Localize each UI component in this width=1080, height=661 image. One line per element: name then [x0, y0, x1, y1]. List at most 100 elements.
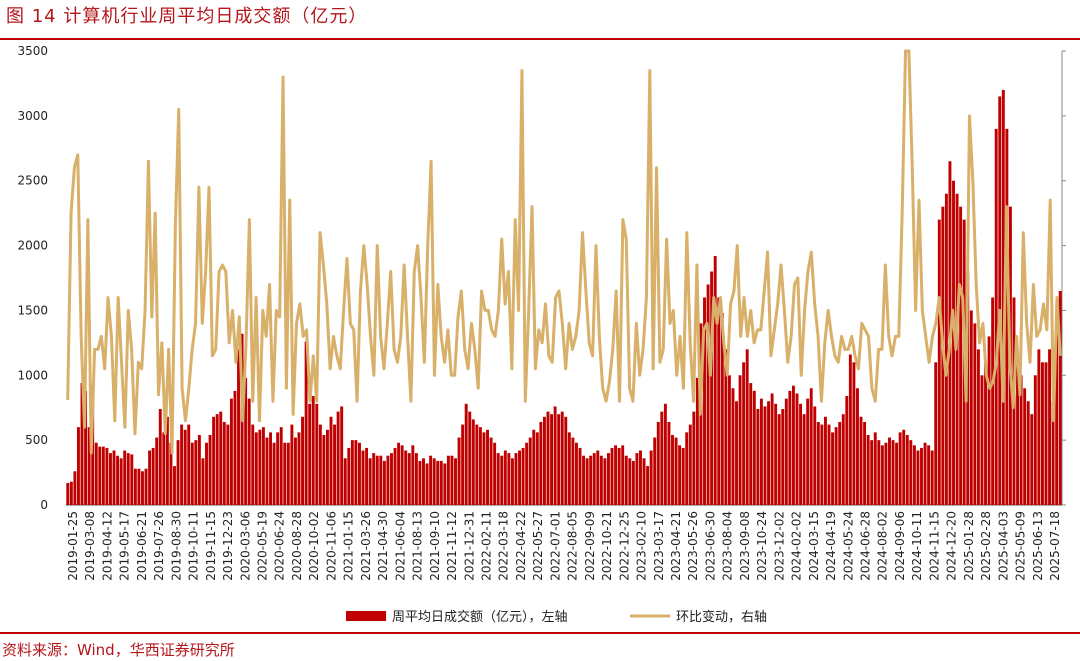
x-tick-label: 2023-02-10 — [635, 511, 649, 581]
bar — [574, 442, 578, 505]
bar — [806, 398, 810, 505]
bar — [884, 442, 888, 505]
bar — [66, 482, 70, 505]
bar — [215, 414, 219, 505]
bar — [1026, 401, 1030, 505]
bar — [717, 297, 721, 505]
bar — [222, 421, 226, 505]
bar — [863, 421, 867, 505]
bar — [101, 446, 105, 505]
bar — [809, 388, 813, 505]
bar — [788, 390, 792, 505]
y-tick-label: 500 — [25, 433, 48, 447]
x-tick-label: 2019-01-25 — [66, 511, 80, 581]
x-tick-label: 2022-09-09 — [583, 511, 597, 581]
bar — [820, 424, 824, 505]
bar — [927, 445, 931, 505]
bar — [269, 432, 272, 505]
bar — [350, 440, 354, 505]
bar — [727, 375, 731, 505]
bar — [254, 432, 258, 505]
x-axis-ticks: 2019-01-25 2019-03-08 2019-04-12 2019-05-17… — [66, 511, 1062, 581]
bar — [799, 403, 803, 505]
bar — [1058, 290, 1062, 505]
x-tick-label: 2021-09-10 — [428, 511, 442, 581]
x-tick-label: 2019-12-23 — [221, 511, 235, 581]
bar — [233, 390, 237, 505]
bar — [813, 406, 817, 505]
x-tick-label: 2021-08-13 — [411, 511, 425, 581]
x-tick-label: 2022-04-22 — [514, 511, 528, 581]
bar — [187, 424, 191, 505]
bar — [877, 440, 881, 505]
bar — [891, 440, 895, 505]
bar — [909, 440, 913, 505]
x-tick-label: 2025-02-28 — [979, 511, 993, 581]
bar — [706, 284, 710, 505]
bar — [432, 458, 436, 505]
y-tick-label: 1000 — [17, 368, 48, 382]
bar — [436, 460, 440, 505]
x-tick-label: 2021-11-12 — [445, 511, 459, 581]
bar — [126, 453, 130, 505]
bar — [991, 297, 995, 505]
bar — [763, 406, 767, 505]
bar — [870, 440, 874, 505]
x-tick-label: 2024-06-28 — [858, 511, 872, 581]
bar — [155, 437, 159, 505]
bar — [109, 453, 112, 505]
bar — [752, 390, 756, 505]
bar — [795, 393, 799, 505]
bar — [998, 96, 1002, 506]
bar — [301, 416, 305, 505]
bar — [984, 362, 987, 505]
bar — [205, 442, 208, 505]
bar — [130, 454, 134, 505]
bar — [624, 455, 628, 505]
bar — [165, 416, 169, 505]
legend: 周平均日成交额（亿元），左轴 环比变动，右轴 — [346, 609, 767, 625]
bar — [283, 442, 287, 505]
bar — [735, 401, 738, 505]
bar — [325, 429, 329, 505]
bar — [553, 406, 557, 505]
bar — [859, 416, 863, 505]
bar — [297, 432, 301, 505]
x-tick-label: 2022-12-25 — [617, 511, 631, 581]
bar — [418, 460, 422, 505]
source-note: 资料来源：Wind，华西证券研究所 — [2, 641, 235, 659]
bar — [791, 385, 795, 505]
bar — [290, 424, 294, 505]
bar — [180, 424, 184, 505]
bar — [745, 349, 749, 505]
figure-title: 图 14 计算机行业周平均日成交额（亿元） — [6, 6, 368, 27]
bar — [414, 453, 418, 505]
bar — [610, 447, 614, 505]
x-tick-label: 2023-04-21 — [669, 511, 683, 581]
bar — [375, 455, 379, 505]
bar — [219, 411, 223, 505]
bar — [333, 424, 337, 505]
x-tick-label: 2019-07-26 — [152, 511, 166, 581]
bar — [873, 432, 877, 505]
y-tick-label: 2500 — [17, 174, 48, 188]
bar — [1001, 89, 1005, 505]
bar — [767, 401, 770, 505]
x-tick-label: 2020-06-24 — [273, 511, 287, 581]
bar — [98, 446, 102, 505]
bar — [137, 468, 141, 505]
bar — [742, 362, 746, 505]
x-tick-label: 2019-04-12 — [100, 511, 114, 581]
x-tick-label: 2024-10-11 — [910, 511, 924, 581]
bar — [674, 437, 678, 505]
bar — [642, 458, 646, 505]
bar — [539, 421, 543, 505]
bottom-rule — [0, 632, 1080, 634]
bar — [318, 424, 322, 505]
legend-label-line: 环比变动，右轴 — [676, 609, 767, 625]
bar — [856, 388, 859, 505]
bar — [514, 453, 518, 505]
bar — [80, 383, 84, 505]
x-tick-label: 2019-06-21 — [135, 511, 149, 581]
bar — [112, 450, 116, 505]
